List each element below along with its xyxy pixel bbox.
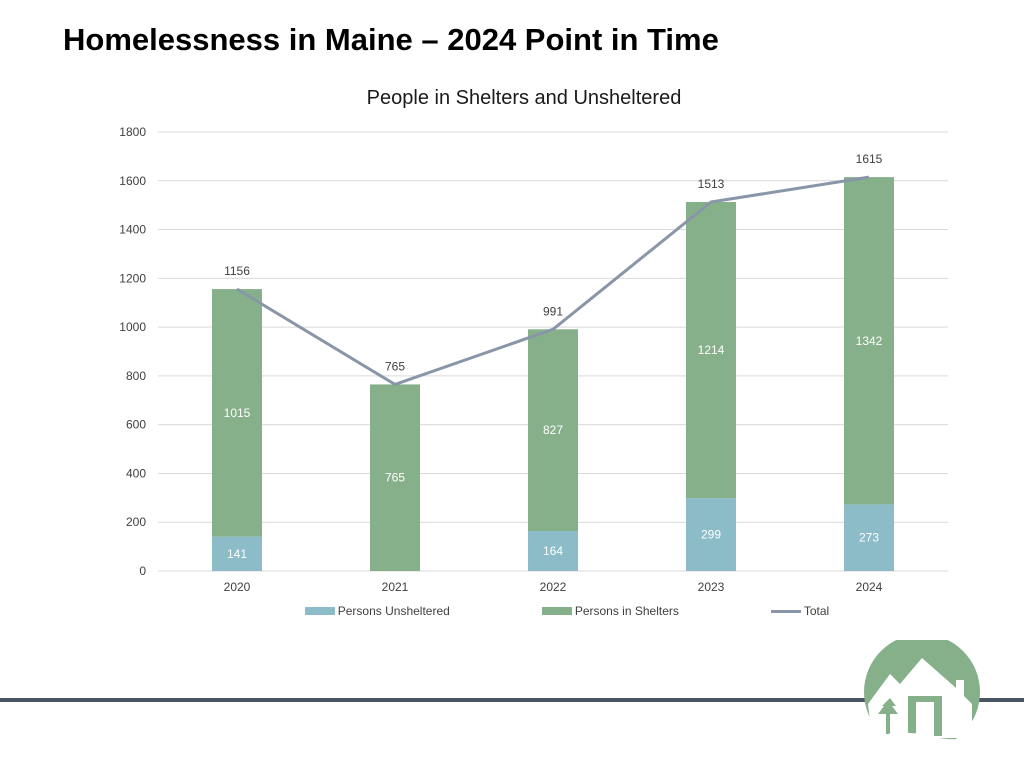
bar-unsheltered [212,536,262,571]
slide-title: Homelessness in Maine – 2024 Point in Ti… [63,22,719,57]
data-label-sheltered: 1214 [698,343,725,357]
y-tick-label: 0 [139,564,146,578]
legend-item-total: Total [770,604,830,618]
data-label-total: 991 [543,304,563,318]
y-tick-label: 1400 [119,223,146,237]
x-tick-label: 2024 [856,580,883,594]
bar-unsheltered [844,504,894,571]
y-tick-label: 400 [126,466,146,480]
data-label-total: 1615 [856,152,883,166]
legend-item-unsheltered: Persons Unsheltered [304,604,450,618]
legend-swatch-unsheltered [304,607,335,615]
bar-sheltered [844,177,894,505]
x-tick-label: 2020 [224,580,251,594]
bar-sheltered [212,289,262,537]
data-label-unsheltered: 273 [859,531,879,545]
legend-label-total: Total [803,604,830,618]
footer-divider [0,698,1024,702]
x-axis-ticks: 2020 2021 2022 2023 2024 [224,580,883,594]
data-label-sheltered: 765 [385,471,405,485]
data-label-total: 1513 [698,177,725,191]
bar-sheltered [370,384,420,571]
legend-swatch-sheltered [541,607,572,615]
y-tick-label: 200 [126,515,146,529]
bars [212,177,894,571]
data-label-total: 1156 [224,264,250,278]
bar-sheltered [686,201,736,499]
data-label-sheltered: 1342 [856,334,883,348]
x-tick-label: 2021 [382,580,409,594]
y-tick-label: 800 [126,369,146,383]
total-line-path [236,175,870,386]
data-label-total: 765 [385,359,405,373]
data-label-unsheltered: 141 [227,547,247,561]
data-label-unsheltered: 299 [701,528,721,542]
legend-label-unsheltered: Persons Unsheltered [337,604,450,618]
data-label-sheltered: 827 [543,423,563,437]
stacked-bar-line-chart: People in Shelters and Unsheltered 0 200 4… [119,87,948,594]
data-label-unsheltered: 164 [543,544,563,558]
y-tick-label: 1000 [119,320,146,334]
bar-unsheltered [686,498,736,571]
bar-unsheltered [528,531,578,571]
house-trees-logo-icon [860,640,984,744]
y-axis-ticks: 0 200 400 600 800 1000 1200 1400 1600 1800 [119,125,146,578]
data-label-sheltered: 1015 [224,406,251,420]
data-labels: 141 1015 765 164 827 299 1214 273 1342 1156 765 991… [224,152,883,561]
x-tick-label: 2023 [698,580,725,594]
y-tick-label: 600 [126,418,146,432]
y-tick-label: 1800 [119,125,146,139]
y-tick-label: 1200 [119,271,146,285]
legend-swatch-total [770,609,801,613]
chart-title: People in Shelters and Unsheltered [367,87,682,109]
bar-sheltered [528,329,578,532]
total-line [236,175,870,386]
chart-legend: Persons Unsheltered Persons in Shelters … [0,604,1024,618]
x-tick-label: 2022 [540,580,567,594]
y-tick-label: 1600 [119,174,146,188]
legend-item-sheltered: Persons in Shelters [541,604,679,618]
legend-label-sheltered: Persons in Shelters [574,604,679,618]
